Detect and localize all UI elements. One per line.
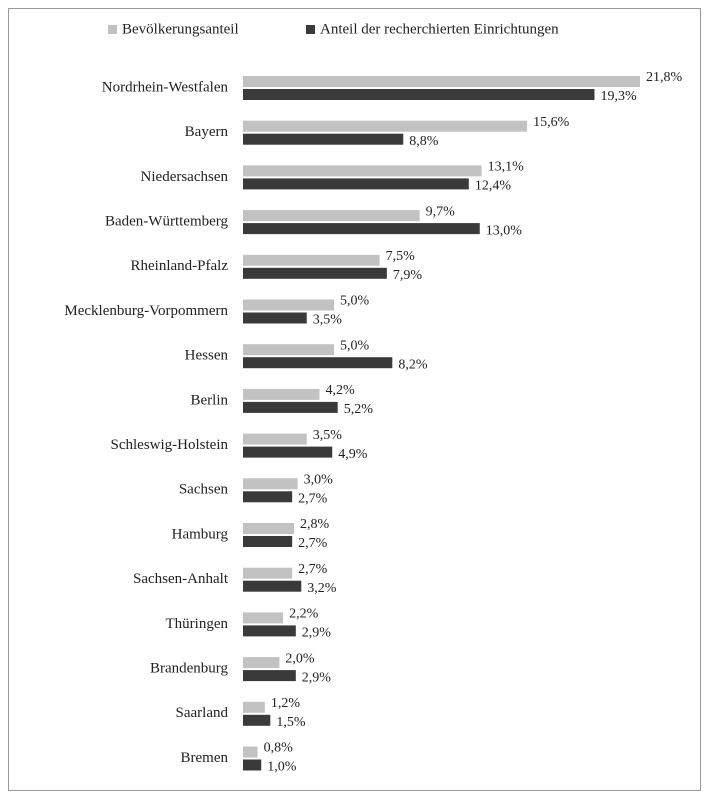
category-label: Schleswig-Holstein bbox=[111, 437, 229, 453]
value-label: 8,2% bbox=[398, 357, 428, 372]
bar bbox=[243, 714, 271, 726]
value-label: 2,9% bbox=[302, 670, 332, 685]
bar bbox=[243, 299, 335, 311]
category-label: Nordrhein-Westfalen bbox=[102, 79, 229, 95]
value-label: 12,4% bbox=[475, 179, 512, 194]
legend-swatch bbox=[108, 25, 117, 34]
legend-swatch bbox=[306, 25, 315, 34]
value-label: 8,8% bbox=[409, 134, 439, 149]
category-label: Bremen bbox=[181, 750, 229, 766]
category-label: Baden-Württemberg bbox=[105, 214, 229, 230]
value-label: 7,9% bbox=[393, 268, 423, 283]
value-label: 2,9% bbox=[302, 626, 332, 641]
value-label: 2,2% bbox=[289, 607, 319, 622]
bar bbox=[243, 267, 387, 279]
bar bbox=[243, 759, 262, 771]
category-label: Hessen bbox=[185, 348, 229, 364]
category-label: Bayern bbox=[185, 124, 229, 140]
value-label: 13,1% bbox=[488, 160, 525, 175]
bar bbox=[243, 401, 338, 413]
bar bbox=[243, 178, 469, 190]
value-label: 2,7% bbox=[298, 536, 328, 551]
bar bbox=[243, 133, 404, 145]
legend-label: Bevölkerungsanteil bbox=[122, 21, 239, 37]
value-label: 3,2% bbox=[307, 581, 337, 596]
bar bbox=[243, 89, 595, 100]
category-label: Rheinland-Pfalz bbox=[131, 258, 229, 274]
value-label: 1,0% bbox=[267, 760, 297, 775]
value-label: 0,8% bbox=[264, 741, 294, 756]
bar bbox=[243, 76, 640, 87]
value-label: 9,7% bbox=[426, 204, 456, 219]
bar bbox=[243, 357, 393, 369]
value-label: 1,5% bbox=[276, 715, 306, 730]
bar bbox=[243, 254, 380, 266]
bar bbox=[243, 478, 298, 490]
value-label: 5,0% bbox=[340, 338, 370, 353]
bar bbox=[243, 580, 302, 592]
value-label: 4,2% bbox=[325, 383, 355, 398]
value-label: 5,2% bbox=[344, 402, 374, 417]
bar bbox=[243, 746, 258, 758]
value-label: 13,0% bbox=[486, 223, 523, 238]
category-label: Niedersachsen bbox=[141, 169, 229, 185]
value-label: 3,5% bbox=[313, 313, 343, 328]
category-label: Hamburg bbox=[172, 526, 229, 542]
category-label: Brandenburg bbox=[150, 661, 229, 677]
value-label: 7,5% bbox=[386, 249, 416, 264]
category-label: Thüringen bbox=[166, 616, 229, 632]
bar bbox=[243, 670, 296, 682]
bar bbox=[243, 657, 280, 669]
value-label: 5,0% bbox=[340, 294, 370, 309]
value-label: 2,7% bbox=[298, 492, 328, 507]
bar bbox=[243, 344, 335, 356]
bar bbox=[243, 223, 480, 235]
chart-frame bbox=[8, 8, 701, 791]
category-label: Mecklenburg-Vorpommern bbox=[64, 303, 228, 319]
value-label: 15,6% bbox=[533, 115, 570, 130]
bar bbox=[243, 701, 265, 713]
value-label: 21,8% bbox=[646, 70, 683, 85]
legend-label: Anteil der recherchierten Einrichtungen bbox=[320, 21, 559, 37]
category-label: Sachsen bbox=[179, 482, 229, 498]
category-label: Sachsen-Anhalt bbox=[133, 571, 229, 587]
bar bbox=[243, 210, 420, 222]
bar bbox=[243, 625, 296, 637]
value-label: 4,9% bbox=[338, 447, 368, 462]
value-label: 1,2% bbox=[271, 696, 301, 711]
bar bbox=[243, 312, 307, 324]
bar bbox=[243, 165, 482, 177]
bar bbox=[243, 536, 293, 547]
value-label: 3,0% bbox=[304, 473, 334, 488]
bar bbox=[243, 120, 528, 132]
category-label: Saarland bbox=[176, 705, 229, 721]
bar bbox=[243, 446, 333, 458]
value-label: 19,3% bbox=[600, 89, 637, 104]
category-label: Berlin bbox=[191, 392, 229, 408]
value-label: 2,0% bbox=[285, 651, 315, 666]
bar bbox=[243, 567, 293, 579]
bar bbox=[243, 491, 293, 503]
bar bbox=[243, 388, 320, 400]
value-label: 2,7% bbox=[298, 562, 328, 577]
bar bbox=[243, 523, 294, 534]
bar bbox=[243, 433, 307, 445]
value-label: 2,8% bbox=[300, 517, 330, 532]
bar bbox=[243, 612, 284, 624]
value-label: 3,5% bbox=[313, 428, 343, 443]
